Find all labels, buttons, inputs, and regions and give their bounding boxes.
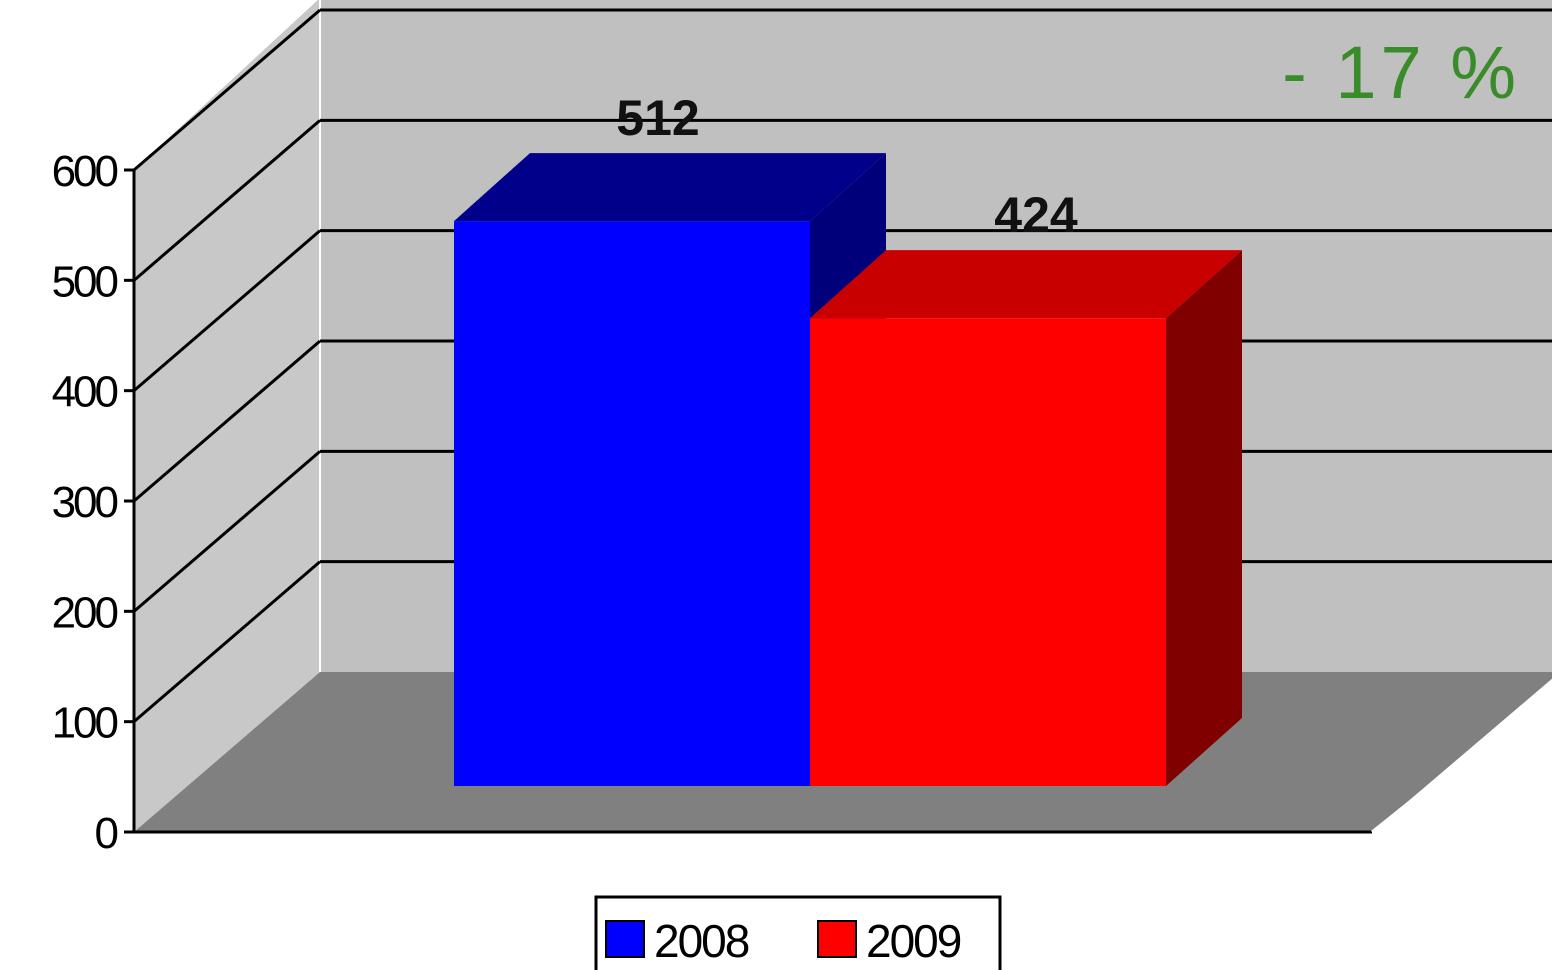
side-gridline	[133, 560, 321, 723]
y-axis: 0 100 200 300 400 500 600	[52, 147, 136, 858]
data-label-2008: 512	[616, 90, 699, 146]
y-tick-label: 500	[52, 257, 118, 306]
bar-top-face	[810, 250, 1242, 319]
side-gridline	[133, 119, 321, 282]
bar-top-face	[454, 153, 886, 222]
y-tick-label: 0	[95, 809, 118, 858]
bar-front-face	[454, 221, 810, 787]
bars	[454, 153, 1242, 787]
side-gridline	[133, 8, 321, 172]
legend-swatch-2009	[817, 920, 857, 958]
legend-swatch-2008	[605, 920, 645, 958]
y-tick-label: 200	[52, 588, 118, 637]
bar-side-face	[1166, 250, 1242, 787]
change-annotation: - 17 %	[1282, 31, 1520, 114]
y-tick-label: 400	[52, 368, 118, 417]
floor-right-edge	[1371, 686, 1552, 834]
side-wall	[134, 0, 320, 832]
bar-2009	[810, 250, 1242, 787]
y-tick-label: 600	[52, 147, 118, 196]
side-gridline	[133, 339, 321, 503]
legend-box	[594, 895, 1002, 970]
legend: 2008 2009	[594, 895, 1002, 970]
data-labels: 512 424	[616, 90, 1078, 243]
legend-label-2009: 2009	[866, 915, 961, 967]
data-label-2009: 424	[994, 187, 1078, 243]
y-tick-label: 100	[52, 699, 118, 748]
side-gridline	[133, 450, 321, 613]
side-gridline	[133, 229, 321, 392]
bar-front-face	[810, 318, 1166, 786]
y-tick-label: 300	[52, 478, 118, 527]
legend-label-2008: 2008	[654, 915, 749, 967]
